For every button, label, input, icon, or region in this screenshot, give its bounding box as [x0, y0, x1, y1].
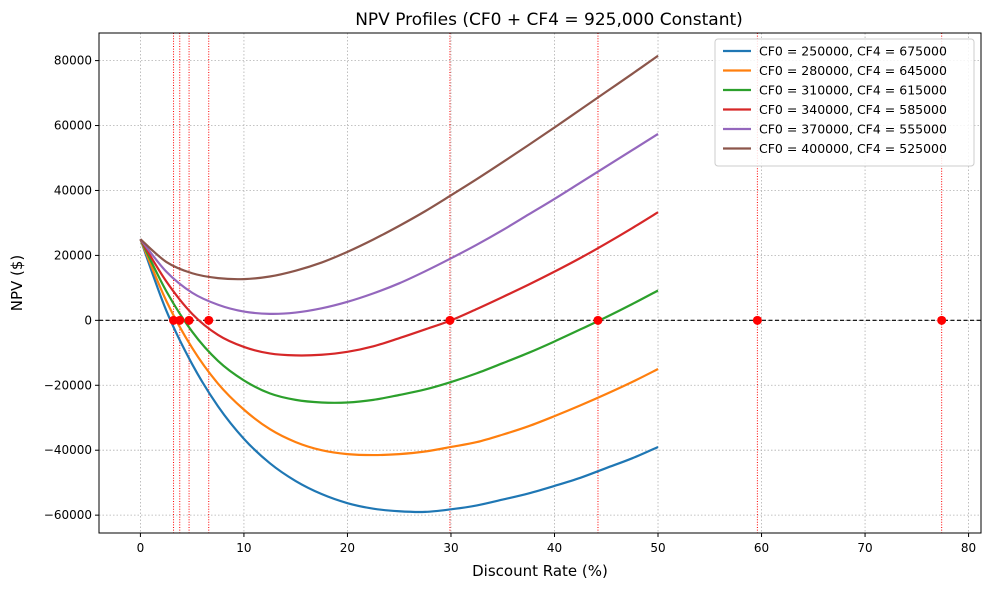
series-line: [139, 238, 659, 404]
x-tick-label: 60: [754, 541, 769, 555]
series-line: [139, 238, 659, 457]
x-axis-ticks: 0 10 20 30 40 50 60 70 80: [137, 533, 976, 555]
irr-marker: [937, 315, 947, 325]
plot-frame: [98, 32, 982, 534]
chart-title: NPV Profiles (CF0 + CF4 = 925,000 Consta…: [355, 10, 743, 30]
series-line: [139, 54, 659, 281]
legend-label: CF0 = 280000, CF4 = 645000: [759, 63, 947, 78]
irr-marker: [175, 315, 185, 325]
series-line: [139, 211, 659, 357]
y-tick-label: 20000: [54, 248, 92, 262]
legend-label: CF0 = 310000, CF4 = 615000: [759, 83, 947, 98]
x-tick-label: 20: [340, 541, 355, 555]
x-tick-label: 30: [443, 541, 458, 555]
irr-marker: [752, 315, 762, 325]
legend-label: CF0 = 370000, CF4 = 555000: [759, 122, 947, 137]
legend-box: [714, 38, 975, 167]
y-tick-label: −40000: [44, 443, 92, 457]
x-tick-label: 10: [236, 541, 251, 555]
irr-marker: [445, 315, 455, 325]
irr-marker: [169, 315, 179, 325]
irr-marker: [593, 315, 603, 325]
y-tick-label: 0: [84, 313, 92, 327]
x-tick-label: 50: [650, 541, 665, 555]
legend-label: CF0 = 340000, CF4 = 585000: [759, 102, 947, 117]
y-tick-label: −60000: [44, 508, 92, 522]
irr-marker: [184, 315, 194, 325]
series-group: [139, 54, 659, 514]
series-line: [139, 238, 659, 514]
legend-label: CF0 = 400000, CF4 = 525000: [759, 141, 947, 156]
x-tick-label: 80: [961, 541, 976, 555]
y-tick-label: 60000: [54, 119, 92, 133]
legend: CF0 = 250000, CF4 = 675000 CF0 = 280000, …: [714, 38, 975, 167]
y-tick-label: −20000: [44, 378, 92, 392]
x-tick-label: 0: [137, 541, 145, 555]
y-axis-ticks: −60000 −40000 −20000 0 20000 40000 60000 80000: [44, 54, 99, 522]
irr-markers: [169, 315, 947, 325]
y-tick-label: 40000: [54, 183, 92, 197]
x-tick-label: 70: [857, 541, 872, 555]
irr-marker: [204, 315, 214, 325]
x-tick-label: 40: [547, 541, 562, 555]
legend-label: CF0 = 250000, CF4 = 675000: [759, 44, 947, 59]
series-line: [139, 133, 659, 315]
x-axis-label: Discount Rate (%): [472, 562, 608, 580]
y-axis-label: NPV ($): [8, 255, 26, 312]
y-tick-label: 80000: [54, 54, 92, 68]
